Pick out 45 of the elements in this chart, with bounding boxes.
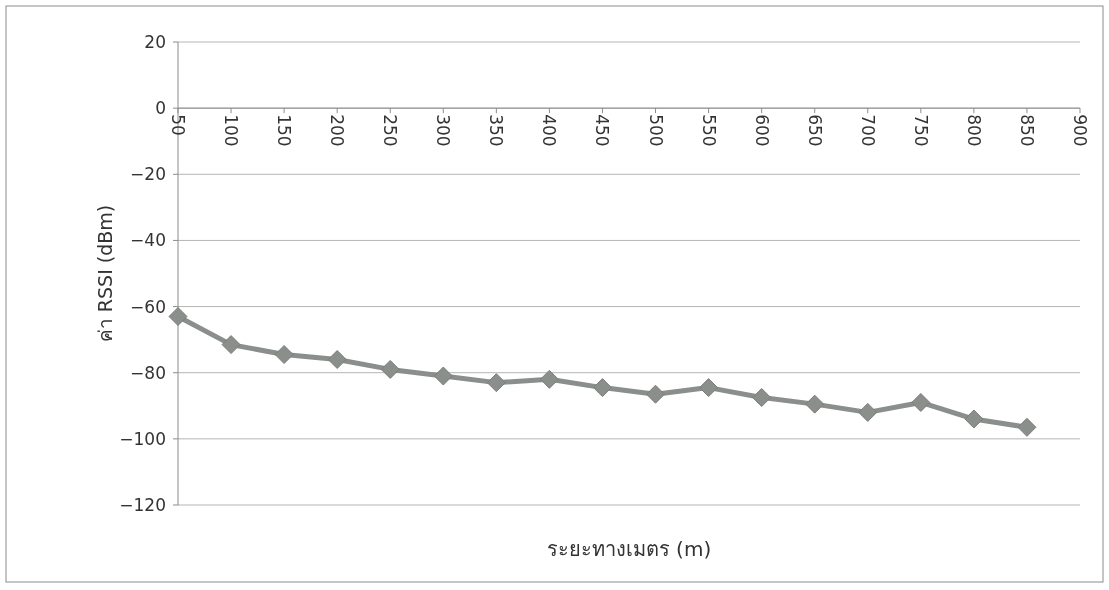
x-axis-title: ระยะทางเมตร (m) (546, 537, 712, 561)
x-tick-label: 350 (486, 114, 507, 147)
point (805, 394, 825, 414)
x-tick-label: 900 (1070, 114, 1090, 147)
point (752, 388, 772, 408)
y-tick-label: 0 (155, 98, 166, 119)
x-tick-label: 500 (645, 114, 666, 147)
y-tick-label: −100 (119, 428, 166, 449)
point (433, 366, 453, 386)
x-tick-label: 250 (380, 114, 401, 147)
y-tick-label: −60 (130, 296, 166, 317)
point (964, 409, 984, 429)
x-tick-label: 400 (539, 114, 560, 147)
y-tick-label: −20 (130, 164, 166, 185)
x-tick-label: 600 (751, 114, 772, 147)
x-tick-label: 850 (1016, 114, 1037, 147)
y-tick-label: 20 (144, 32, 166, 52)
x-tick-label: 150 (274, 114, 295, 147)
point (858, 402, 878, 422)
x-tick-label: 50 (168, 114, 188, 136)
point (486, 373, 506, 393)
x-tick-label: 300 (433, 114, 454, 147)
point (539, 369, 559, 389)
x-tick-label: 100 (221, 114, 242, 147)
x-tick-label: 650 (804, 114, 825, 147)
x-tick-label: 550 (698, 114, 719, 147)
x-tick-label: 800 (963, 114, 984, 147)
point (221, 335, 241, 355)
point (592, 378, 612, 398)
point (911, 392, 931, 412)
x-tick-label: 750 (910, 114, 931, 147)
point (327, 349, 347, 369)
y-tick-label: −80 (130, 362, 166, 383)
x-tick-label: 450 (592, 114, 613, 147)
x-tick-label: 700 (857, 114, 878, 147)
point (274, 345, 294, 365)
point (168, 306, 188, 326)
y-tick-label: −120 (119, 495, 166, 515)
point (380, 359, 400, 379)
y-tick-label: −40 (130, 230, 166, 251)
point (646, 384, 666, 404)
point (699, 378, 719, 398)
point (1017, 417, 1037, 437)
x-tick-label: 200 (327, 114, 348, 147)
y-axis-title: ค่า RSSI (dBm) (94, 204, 116, 343)
